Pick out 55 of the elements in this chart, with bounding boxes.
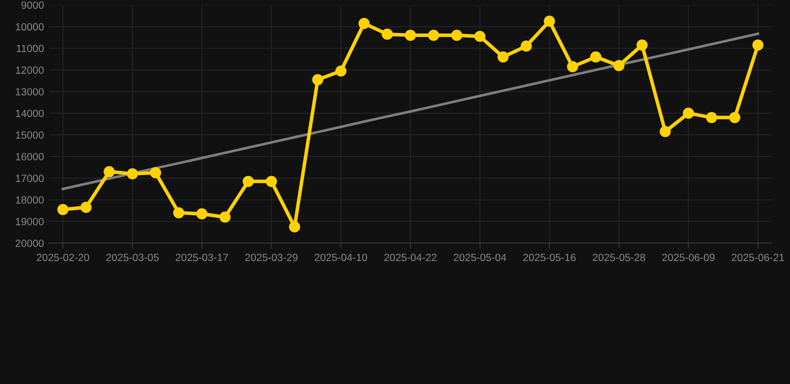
y-tick-label: 9000 (21, 1, 44, 9)
y-tick-label: 10000 (16, 23, 44, 31)
point (404, 30, 416, 41)
point (682, 108, 694, 119)
x-tick-label: 2025-05-04 (454, 254, 506, 262)
point (289, 221, 300, 232)
y-tick-label: 17000 (16, 174, 44, 182)
x-tick-label: 2025-03-05 (106, 254, 159, 262)
x-tick-label: 2025-03-29 (245, 254, 298, 262)
x-tick-label: 2025-05-28 (592, 254, 646, 262)
point (358, 18, 370, 29)
point (428, 30, 440, 41)
y-tick-label: 11000 (16, 44, 44, 52)
y-tick-label: 16000 (16, 153, 44, 160)
y-tick-label: 15000 (16, 131, 44, 139)
point (220, 212, 231, 223)
y-tick-label: 13000 (16, 88, 44, 96)
x-tick-label: 2025-03-17 (176, 254, 228, 262)
point (520, 40, 532, 52)
point (126, 168, 138, 180)
point (660, 126, 671, 138)
point (335, 65, 346, 77)
y-tick-label: 19000 (16, 218, 44, 226)
point (752, 39, 764, 51)
point (80, 202, 92, 213)
x-tick-label: 2025-04-10 (314, 254, 368, 262)
point (57, 204, 68, 216)
point (150, 167, 162, 178)
point (104, 166, 115, 178)
x-tick-label: 2025-04-22 (384, 254, 437, 262)
x-tick-label: 2025-06-09 (662, 254, 715, 262)
point (312, 74, 324, 86)
point (382, 28, 393, 40)
point (729, 112, 740, 124)
point (196, 208, 208, 220)
x-tick-label: 2025-06-21 (732, 254, 784, 262)
y-tick-label: 12000 (16, 66, 44, 74)
y-tick-label: 20000 (16, 240, 44, 247)
point (544, 16, 555, 27)
point (498, 51, 509, 62)
point (474, 30, 486, 42)
point (590, 51, 602, 62)
point (706, 112, 718, 124)
y-tick-label: 18000 (16, 196, 44, 204)
x-tick-label: 2025-05-16 (523, 254, 576, 262)
point (451, 30, 462, 41)
point (613, 60, 624, 72)
point (567, 61, 578, 72)
line-series (62, 32, 760, 190)
point (636, 39, 648, 51)
point (242, 176, 254, 187)
point (173, 207, 184, 218)
x-tick-label: 2025-02-20 (36, 254, 90, 262)
y-tick-label: 14000 (16, 110, 44, 118)
point (266, 176, 277, 187)
